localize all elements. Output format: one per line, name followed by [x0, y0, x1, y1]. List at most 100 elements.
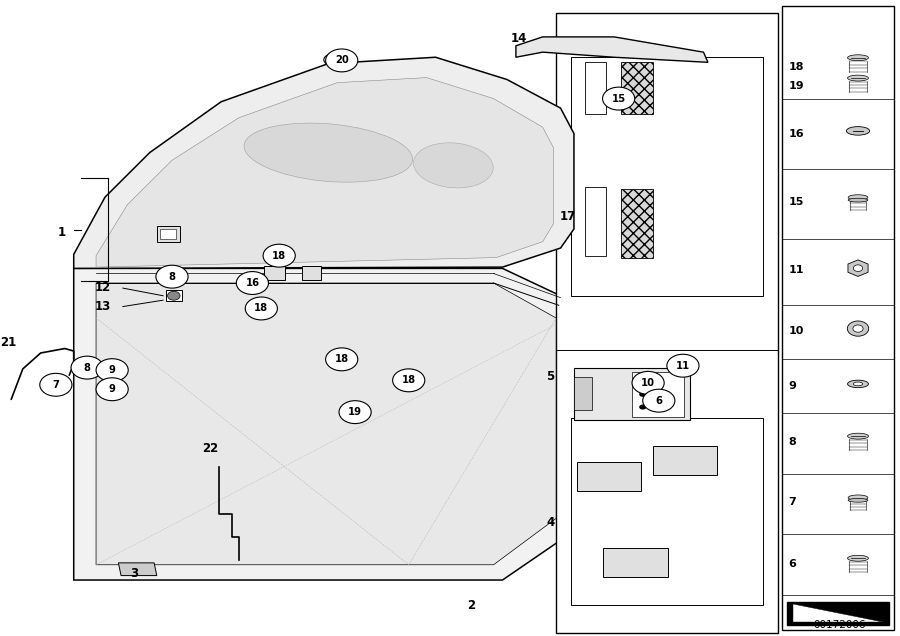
Circle shape [96, 359, 128, 382]
Circle shape [326, 348, 358, 371]
Text: 1: 1 [58, 226, 67, 238]
Circle shape [237, 272, 268, 294]
Ellipse shape [328, 55, 347, 65]
Text: 2: 2 [467, 599, 475, 612]
Circle shape [847, 321, 868, 336]
Circle shape [639, 404, 646, 410]
FancyBboxPatch shape [574, 368, 690, 420]
FancyBboxPatch shape [166, 290, 182, 301]
Circle shape [40, 373, 72, 396]
Ellipse shape [848, 555, 868, 561]
Circle shape [602, 87, 634, 110]
Circle shape [639, 392, 646, 397]
Text: 16: 16 [788, 128, 804, 139]
FancyBboxPatch shape [603, 548, 668, 577]
FancyBboxPatch shape [574, 377, 592, 410]
Text: 9: 9 [109, 365, 115, 375]
Ellipse shape [848, 380, 868, 388]
FancyBboxPatch shape [585, 187, 606, 256]
Text: 16: 16 [246, 278, 259, 288]
Text: 9: 9 [788, 381, 796, 391]
FancyBboxPatch shape [652, 446, 717, 475]
Text: 10: 10 [788, 326, 804, 336]
Text: 19: 19 [348, 407, 362, 417]
Polygon shape [119, 563, 157, 576]
Text: 15: 15 [788, 197, 804, 207]
Text: 14: 14 [510, 32, 526, 45]
Polygon shape [787, 602, 889, 625]
Circle shape [639, 379, 646, 384]
Text: 6: 6 [655, 396, 662, 406]
Text: 7: 7 [788, 497, 796, 508]
Text: 17: 17 [560, 210, 576, 223]
FancyBboxPatch shape [556, 13, 778, 633]
Circle shape [156, 265, 188, 288]
Circle shape [326, 49, 358, 72]
Ellipse shape [848, 198, 868, 202]
Ellipse shape [848, 195, 868, 200]
Circle shape [263, 244, 295, 267]
Ellipse shape [848, 495, 868, 501]
FancyBboxPatch shape [782, 6, 894, 630]
Ellipse shape [846, 127, 869, 135]
Ellipse shape [848, 499, 868, 502]
Text: 18: 18 [272, 251, 286, 261]
Polygon shape [96, 283, 556, 565]
FancyBboxPatch shape [621, 62, 653, 114]
Text: 15: 15 [612, 93, 625, 104]
Text: 7: 7 [52, 380, 59, 390]
Circle shape [853, 265, 863, 272]
Text: 8: 8 [168, 272, 176, 282]
Circle shape [96, 378, 128, 401]
Text: 10: 10 [641, 378, 655, 388]
Text: 6: 6 [788, 559, 796, 569]
Circle shape [392, 369, 425, 392]
Polygon shape [74, 268, 574, 580]
Circle shape [344, 411, 358, 422]
Circle shape [71, 356, 104, 379]
Text: 8: 8 [84, 363, 91, 373]
FancyBboxPatch shape [302, 266, 321, 280]
Text: 20: 20 [335, 55, 348, 66]
FancyBboxPatch shape [621, 189, 653, 258]
Text: 12: 12 [95, 281, 112, 294]
Text: 11: 11 [788, 265, 804, 275]
FancyBboxPatch shape [572, 57, 763, 296]
FancyBboxPatch shape [572, 418, 763, 605]
Text: 18: 18 [254, 303, 268, 314]
Ellipse shape [848, 75, 868, 81]
Ellipse shape [848, 55, 868, 60]
FancyBboxPatch shape [157, 226, 180, 242]
Ellipse shape [413, 143, 493, 188]
Text: 21: 21 [0, 336, 16, 349]
Polygon shape [96, 78, 554, 267]
Text: 18: 18 [335, 354, 349, 364]
Text: 18: 18 [401, 375, 416, 385]
Ellipse shape [848, 433, 868, 439]
Text: 11: 11 [676, 361, 690, 371]
Text: 13: 13 [95, 300, 112, 313]
Circle shape [853, 325, 863, 332]
Ellipse shape [853, 382, 863, 386]
Text: 9: 9 [109, 384, 115, 394]
Text: 4: 4 [546, 516, 555, 529]
Ellipse shape [244, 123, 412, 182]
Text: 22: 22 [202, 442, 219, 455]
Text: 5: 5 [545, 370, 554, 383]
Polygon shape [516, 37, 708, 62]
Text: 8: 8 [788, 437, 796, 447]
FancyBboxPatch shape [577, 462, 641, 491]
FancyBboxPatch shape [264, 266, 285, 280]
Polygon shape [793, 604, 883, 622]
Text: 00172006: 00172006 [813, 619, 866, 630]
Text: 19: 19 [788, 81, 804, 91]
Circle shape [339, 401, 371, 424]
Circle shape [632, 371, 664, 394]
Text: 18: 18 [788, 62, 804, 72]
FancyBboxPatch shape [632, 372, 684, 417]
FancyBboxPatch shape [160, 229, 176, 239]
Circle shape [643, 389, 675, 412]
Polygon shape [74, 57, 574, 268]
Text: 3: 3 [130, 567, 139, 580]
Circle shape [167, 291, 180, 300]
